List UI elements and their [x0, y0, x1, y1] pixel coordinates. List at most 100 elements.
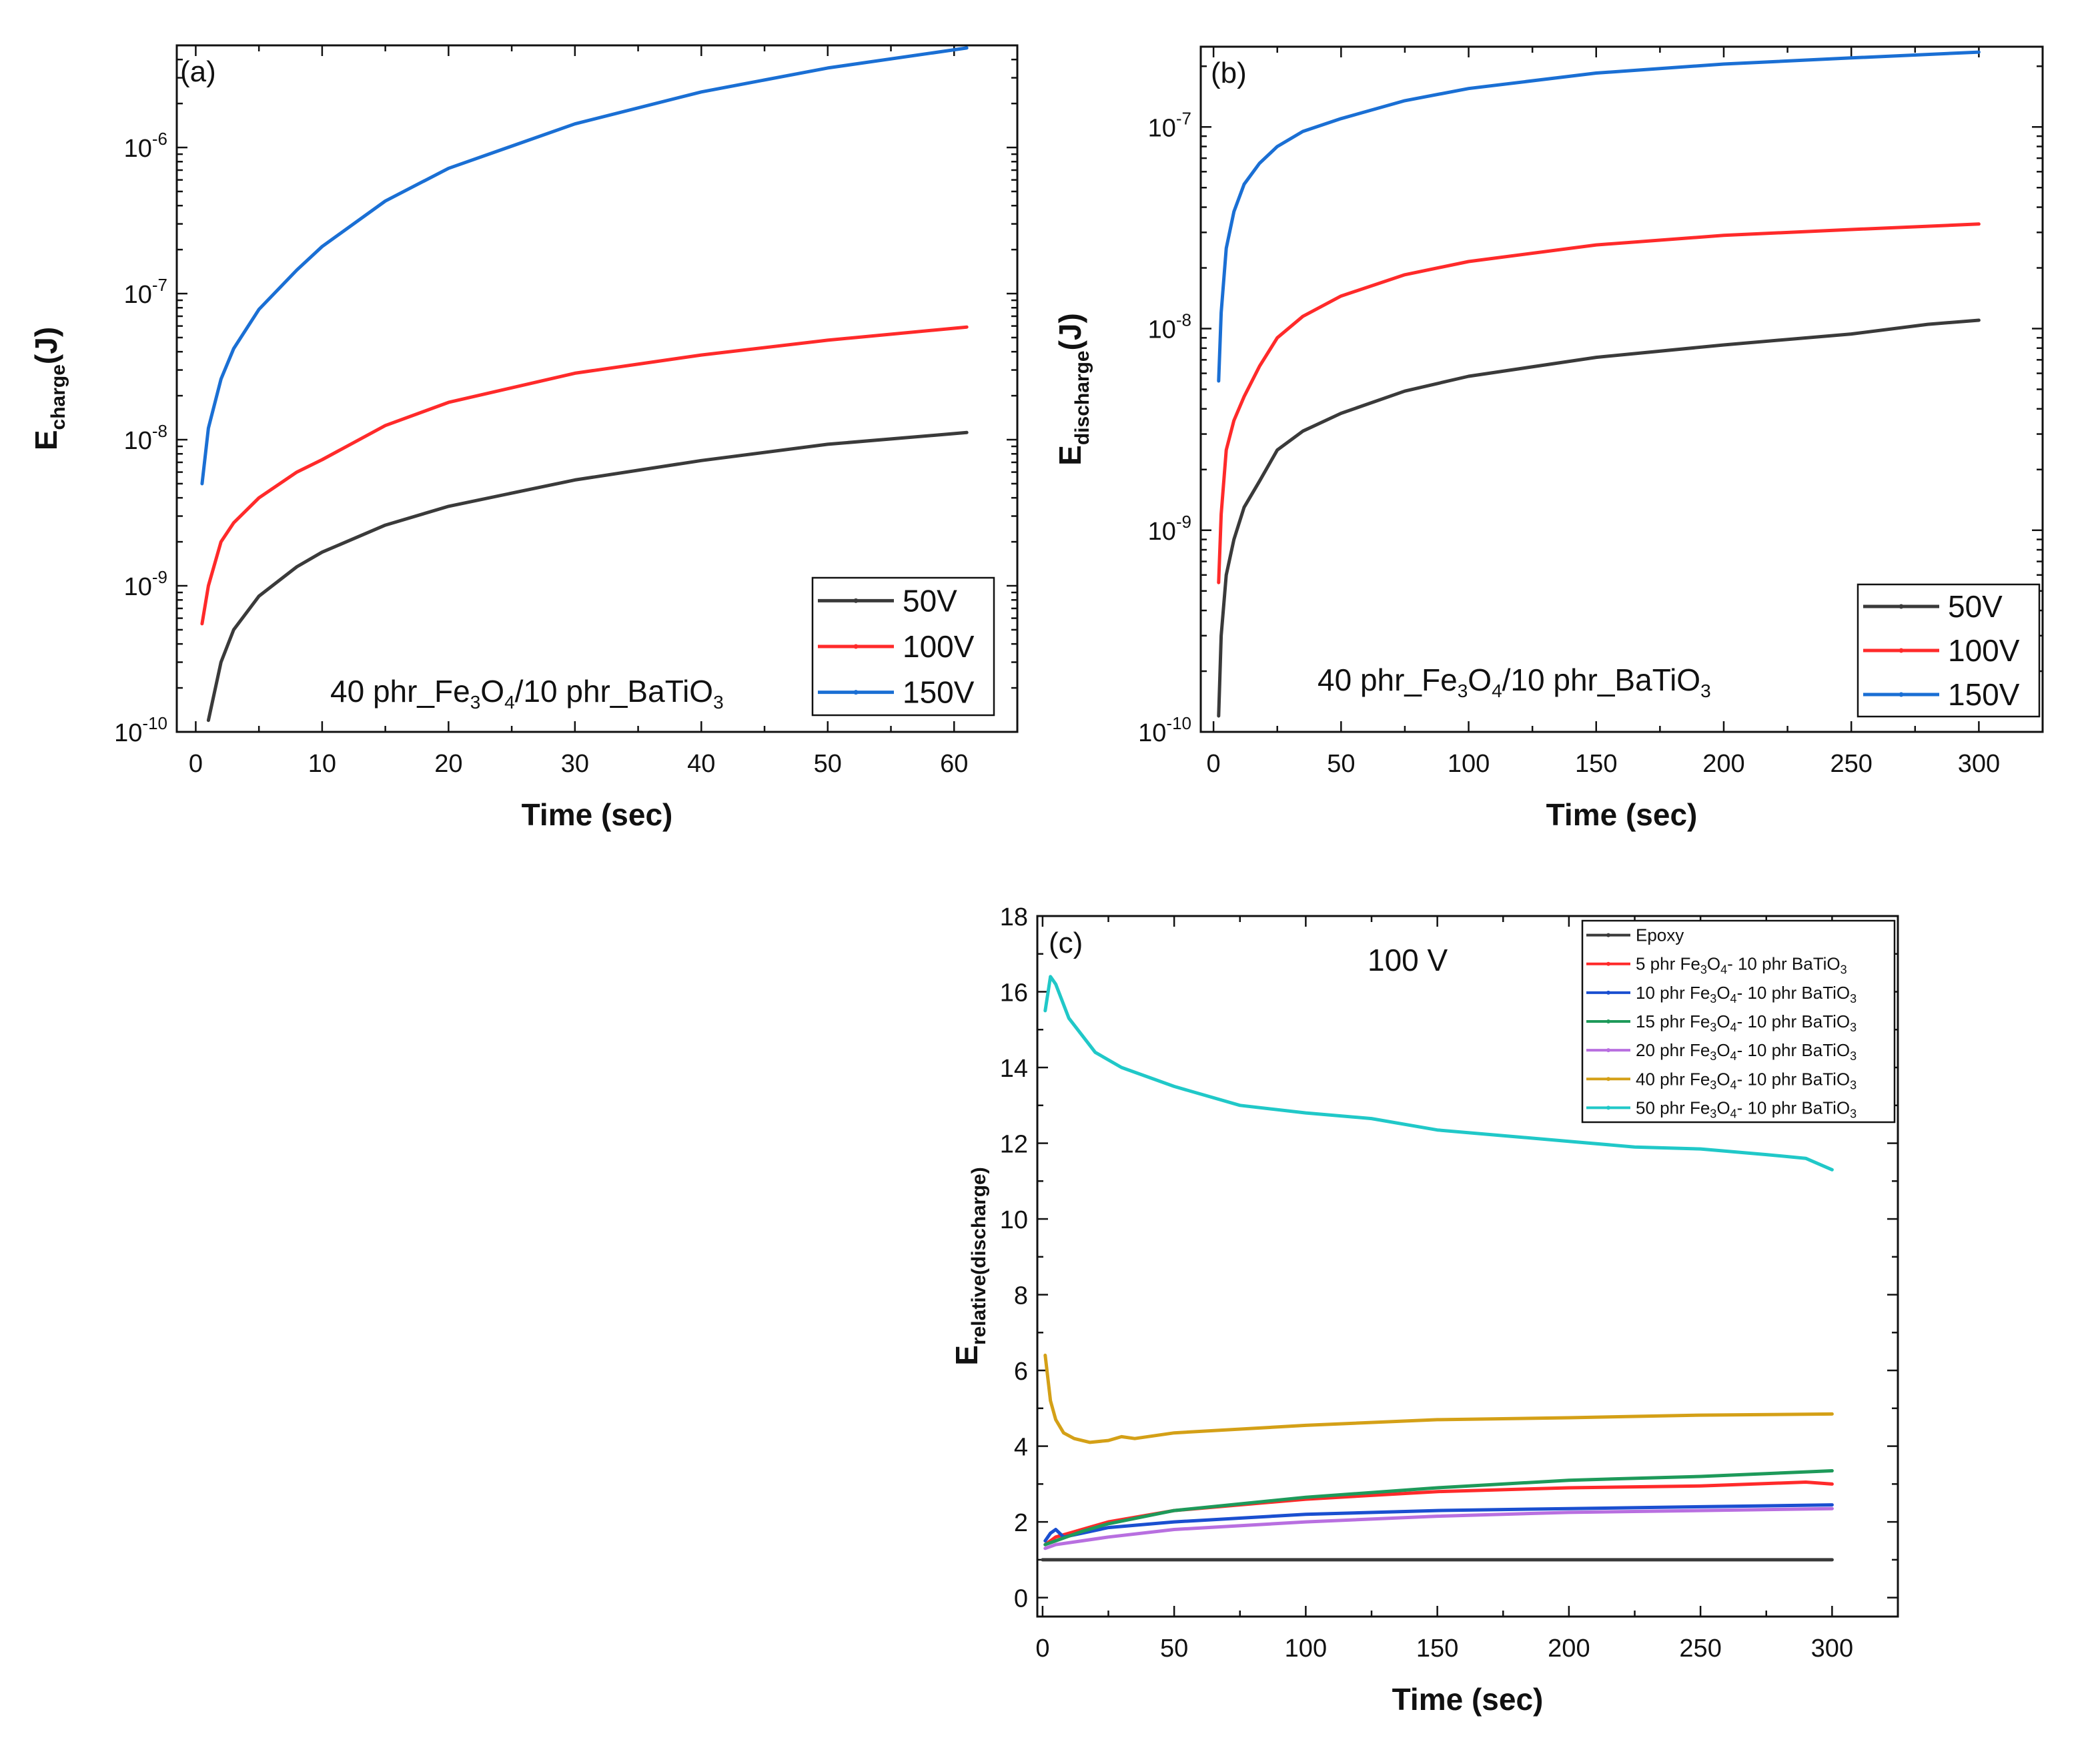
x-tick-label: 300	[1811, 1635, 1853, 1663]
y-tick-label: 10-9	[124, 567, 167, 601]
legend-label-text: O	[1716, 1040, 1730, 1060]
legend-marker	[1899, 692, 1904, 697]
plot-frame	[1036, 915, 1899, 1618]
x-tick-label: 0	[1035, 1635, 1049, 1663]
panel-label: (c)	[1049, 927, 1083, 959]
legend-label-text: - 10 phr BaTiO	[1737, 1011, 1851, 1031]
annotation-text: O	[1468, 663, 1492, 697]
x-tick-label: 60	[940, 750, 968, 778]
legend-marker	[1606, 990, 1610, 995]
y-tick-label: 10-7	[124, 275, 167, 309]
legend-label-subscript: 4	[1730, 1049, 1737, 1063]
legend-label: 20 phr Fe3O4- 10 phr BaTiO3	[1636, 1040, 1857, 1063]
legend-label-subscript: 3	[1850, 992, 1857, 1005]
x-tick-label: 150	[1416, 1635, 1458, 1663]
legend-label-text: - 10 phr BaTiO	[1727, 954, 1841, 974]
y-tick-label: 10-8	[124, 421, 167, 455]
y-tick-label: 6	[1014, 1358, 1028, 1386]
x-tick-label: 0	[189, 750, 203, 778]
legend-label-text: - 10 phr BaTiO	[1737, 1069, 1851, 1089]
legend-label: 50V	[1948, 589, 2003, 624]
y-axis-title: Erelative(discharge)	[949, 1167, 990, 1365]
x-axis-title: Time (sec)	[1546, 797, 1698, 832]
series-line-100v	[200, 325, 969, 626]
series-line-50v	[206, 430, 969, 723]
y-tick-label: 10-10	[114, 713, 167, 747]
x-tick-label: 100	[1285, 1635, 1327, 1663]
annotation-subscript: 3	[470, 692, 481, 713]
legend-label-text: 40 phr Fe	[1636, 1069, 1710, 1089]
y-axis-title: Edischarge(J)	[1053, 313, 1093, 466]
legend-label-text: 20 phr Fe	[1636, 1040, 1710, 1060]
series-line-150v	[1217, 50, 1981, 383]
y-title-subscript: discharge	[1071, 350, 1093, 445]
y-tick-exponent: -10	[142, 713, 167, 733]
y-tick-label: 4	[1014, 1434, 1028, 1462]
legend-marker	[1606, 1077, 1610, 1081]
annotation-text: 40 phr_Fe	[1318, 663, 1458, 697]
legend-label-text: 15 phr Fe	[1636, 1011, 1710, 1031]
legend-label: 15 phr Fe3O4- 10 phr BaTiO3	[1636, 1011, 1857, 1034]
legend-marker	[1606, 1048, 1610, 1053]
panel-label: (b)	[1211, 57, 1247, 89]
x-axis-title: Time (sec)	[522, 797, 673, 832]
legend-label-subscript: 3	[1841, 963, 1847, 977]
x-tick-label: 200	[1702, 750, 1744, 778]
x-axis-title: Time (sec)	[1392, 1682, 1544, 1717]
y-tick-exponent: -7	[152, 275, 167, 295]
legend-label: 5 phr Fe3O4- 10 phr BaTiO3	[1636, 954, 1847, 977]
annotation-text: O	[480, 674, 504, 709]
x-tick-label: 0	[1207, 750, 1221, 778]
x-tick-label: 10	[308, 750, 336, 778]
legend-label-subscript: 3	[1710, 1078, 1716, 1091]
series-line-10-phr-fe3o4-10-phr-batio3	[1043, 1503, 1834, 1542]
x-tick-label: 50	[1160, 1635, 1188, 1663]
legend-marker	[1606, 933, 1610, 937]
legend-label-subscript: 4	[1730, 1107, 1737, 1120]
voltage-annotation: 100 V	[1368, 943, 1448, 977]
y-tick-label: 12	[1000, 1131, 1028, 1159]
legend-label-subscript: 3	[1710, 1049, 1716, 1063]
y-tick-exponent: -6	[152, 129, 167, 149]
panel-label: (a)	[180, 55, 216, 88]
y-tick-label: 10-10	[1138, 713, 1191, 747]
y-tick-exponent: -8	[1176, 310, 1191, 330]
y-tick-exponent: -9	[1176, 512, 1191, 532]
y-tick-base: 10	[1148, 114, 1176, 142]
legend-label: 50 phr Fe3O4- 10 phr BaTiO3	[1636, 1097, 1857, 1120]
y-tick-exponent: -10	[1166, 713, 1191, 733]
annotation-subscript: 3	[1458, 681, 1468, 701]
x-tick-label: 300	[1958, 750, 2000, 778]
x-tick-label: 20	[434, 750, 462, 778]
chart-panel-c: 0 50 100 150 200 250 300 0 2 4 6 8 10 12 14 16 18 Time (s…	[949, 903, 1899, 1717]
series-line-40-phr-fe3o4-10-phr-batio3	[1043, 1353, 1834, 1444]
legend-label-text: Epoxy	[1636, 925, 1684, 945]
legend-marker	[853, 598, 859, 603]
legend-label-text: O	[1716, 1069, 1730, 1089]
legend-label-text: O	[1707, 954, 1720, 974]
y-title-subscript: charge	[47, 364, 69, 430]
legend-label-subscript: 3	[1710, 992, 1716, 1005]
y-tick-base: 10	[124, 135, 152, 163]
annotation-subscript: 4	[504, 692, 515, 713]
annotation-text: 40 phr_Fe	[330, 674, 470, 709]
y-tick-label: 10-9	[1148, 512, 1191, 546]
x-tick-label: 50	[814, 750, 842, 778]
y-title-unit: (J)	[29, 327, 63, 364]
legend-label-subscript: 3	[1850, 1078, 1857, 1091]
legend-label: Epoxy	[1636, 925, 1684, 945]
y-tick-exponent: -7	[1176, 108, 1191, 128]
legend-box	[1581, 919, 1896, 1124]
legend-label-subscript: 4	[1730, 1078, 1737, 1091]
legend-label: 150V	[1948, 677, 2020, 712]
legend-marker	[1899, 648, 1904, 653]
annotation-text: /10 phr_BaTiO	[1502, 663, 1700, 697]
legend-label-text: - 10 phr BaTiO	[1737, 1097, 1851, 1118]
x-tick-label: 250	[1679, 1635, 1721, 1663]
series-line-15-phr-fe3o4-10-phr-batio3	[1043, 1469, 1834, 1547]
series-line-50-phr-fe3o4-10-phr-batio3	[1043, 975, 1834, 1172]
y-tick-base: 10	[124, 281, 152, 309]
